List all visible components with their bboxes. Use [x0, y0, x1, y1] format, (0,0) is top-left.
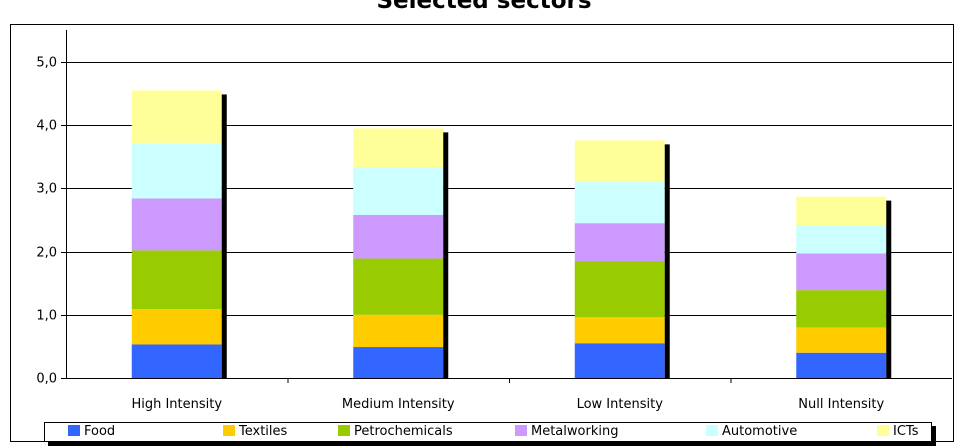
bar-segment	[353, 347, 444, 378]
legend: Food Textiles Petrochemicals Metalworking Au…	[44, 422, 932, 442]
bar-segment	[796, 290, 887, 328]
bar-shadow	[221, 94, 227, 378]
bar-stack	[131, 90, 227, 378]
bar-segment	[574, 223, 665, 262]
legend-item: Textiles	[223, 424, 287, 440]
legend-item: ICTs	[877, 424, 918, 440]
bar-segment	[796, 253, 887, 291]
y-tick-label: 4,0	[36, 119, 57, 134]
x-tick-label: Low Intensity	[577, 397, 664, 412]
legend-item: Automotive	[706, 424, 797, 440]
legend-label: ICTs	[893, 424, 919, 439]
bar-segment	[574, 182, 665, 224]
bar-segment	[131, 344, 222, 378]
bar-segment	[353, 314, 444, 348]
bar-segment	[131, 198, 222, 251]
y-tick-label: 3,0	[36, 182, 57, 197]
bar-segment	[574, 261, 665, 318]
bar-segment	[131, 250, 222, 310]
legend-item: Metalworking	[515, 424, 618, 440]
bar-segment	[353, 258, 444, 315]
x-axis-labels: High Intensity Medium Intensity Low Intens…	[131, 378, 885, 412]
legend-swatch	[338, 425, 350, 436]
y-tick-label: 2,0	[36, 246, 57, 261]
legend-swatch	[877, 425, 889, 436]
bar-stack	[353, 128, 449, 378]
bar-segment	[353, 214, 444, 259]
x-tick-label: Null Intensity	[798, 397, 884, 412]
legend-item: Food	[68, 424, 115, 440]
bar-stacks	[131, 90, 892, 378]
bar-segment	[131, 90, 222, 143]
bar-segment	[353, 167, 444, 215]
bar-shadow	[886, 200, 892, 378]
legend-swatch	[223, 425, 235, 436]
bar-stack	[574, 140, 670, 378]
legend-swatch	[515, 425, 527, 436]
x-tick-label: High Intensity	[131, 397, 222, 412]
legend-label: Petrochemicals	[354, 424, 453, 439]
y-tick-label: 5,0	[36, 56, 57, 71]
bar-segment	[796, 352, 887, 378]
x-tick-label: Medium Intensity	[342, 397, 455, 412]
bar-segment	[796, 225, 887, 254]
y-tick-label: 0,0	[36, 372, 57, 387]
bar-stack	[796, 196, 892, 378]
bar-segment	[574, 343, 665, 378]
bar-segment	[131, 142, 222, 199]
bar-segment	[574, 140, 665, 183]
legend-swatch	[706, 425, 718, 436]
y-tick-label: 1,0	[36, 309, 57, 324]
bar-shadow	[664, 144, 670, 378]
legend-label: Metalworking	[531, 424, 619, 439]
bar-segment	[796, 196, 887, 226]
legend-label: Automotive	[722, 424, 798, 439]
bar-segment	[353, 128, 444, 168]
bar-segment	[574, 317, 665, 344]
bar-segment	[131, 309, 222, 345]
legend-label: Food	[84, 424, 116, 439]
bar-shadow	[443, 132, 449, 378]
legend-swatch	[68, 425, 80, 436]
bar-segment	[796, 327, 887, 353]
legend-label: Textiles	[239, 424, 288, 439]
chart-title: Selected sectors	[376, 0, 592, 14]
legend-item: Petrochemicals	[338, 424, 453, 440]
